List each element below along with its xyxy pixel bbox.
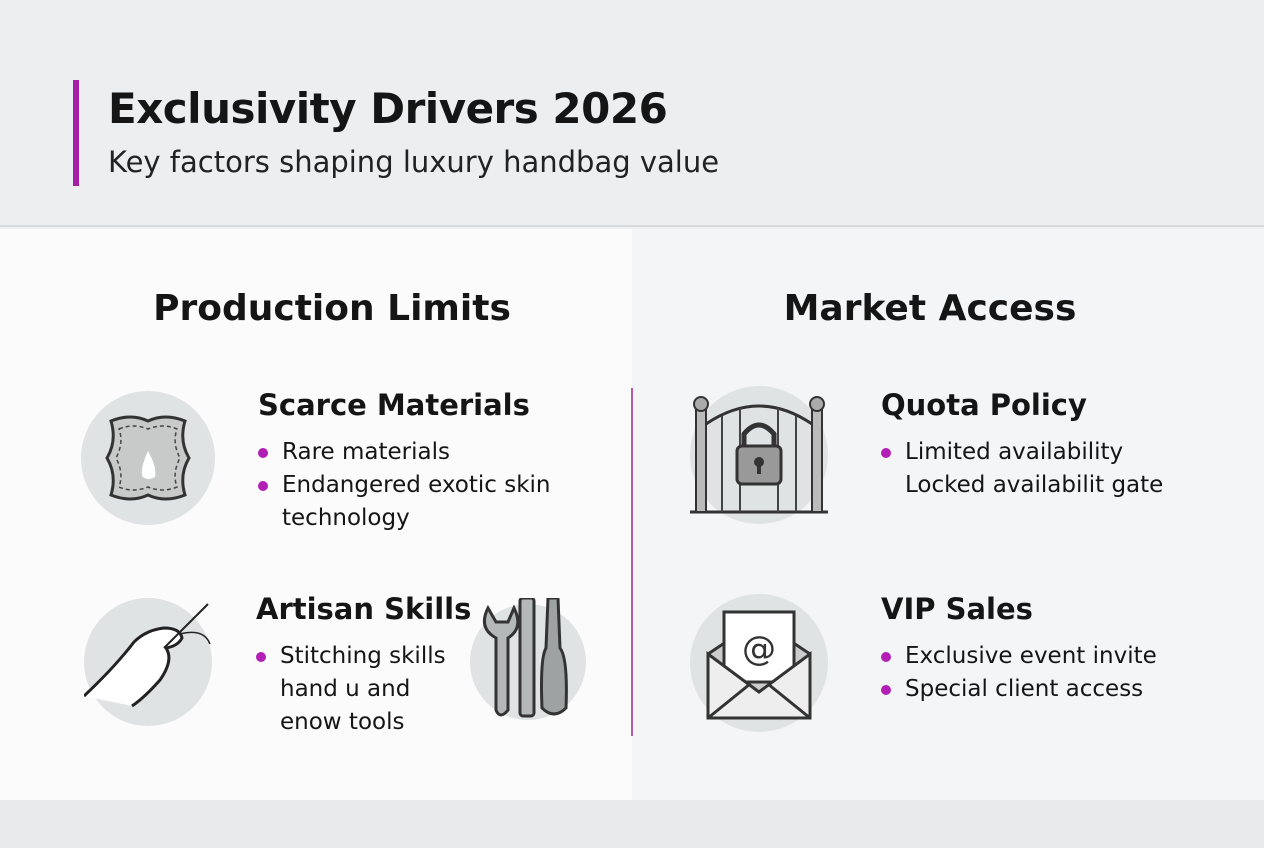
footer-band: [0, 800, 1264, 848]
item-heading-vip-sales: VIP Sales: [881, 592, 1033, 626]
list-item: enow tools: [280, 709, 405, 735]
item-heading-scarce-materials: Scarce Materials: [258, 388, 530, 422]
quota-policy-list: Limited availability Locked availabilit …: [881, 436, 1163, 502]
artisan-skills-list: Stitching skills hand u and enow tools: [256, 640, 446, 739]
column-divider: [631, 388, 633, 736]
list-item: Rare materials: [258, 436, 551, 469]
list-item: Endangered exotic skin: [258, 469, 551, 502]
item-heading-artisan-skills: Artisan Skills: [256, 592, 472, 626]
list-item: Limited availability: [881, 436, 1163, 469]
page-subtitle: Key factors shaping luxury handbag value: [108, 145, 720, 179]
vip-sales-list: Exclusive event invite Special client ac…: [881, 640, 1157, 706]
page-title: Exclusivity Drivers 2026: [108, 84, 668, 133]
list-item: technology: [282, 505, 410, 531]
column-title-market: Market Access: [783, 288, 1077, 329]
envelope-at-icon: @: [690, 594, 828, 732]
leather-hide-icon: [81, 391, 215, 525]
scarce-materials-list: Rare materials Endangered exotic skin te…: [258, 436, 551, 535]
tools-icon: [470, 598, 586, 720]
list-item: Locked availabilit gate: [905, 472, 1164, 498]
needle-hand-icon: [84, 598, 212, 726]
svg-text:@: @: [742, 629, 776, 669]
list-item: Special client access: [881, 673, 1157, 706]
header: Exclusivity Drivers 2026 Key factors sha…: [0, 0, 1264, 227]
column-title-production: Production Limits: [153, 288, 511, 329]
locked-gate-icon: [690, 386, 828, 524]
accent-bar: [73, 80, 79, 186]
item-heading-quota-policy: Quota Policy: [881, 388, 1087, 422]
list-item: Exclusive event invite: [881, 640, 1157, 673]
list-item: hand u and: [280, 676, 411, 702]
list-item: Stitching skills: [256, 640, 446, 673]
